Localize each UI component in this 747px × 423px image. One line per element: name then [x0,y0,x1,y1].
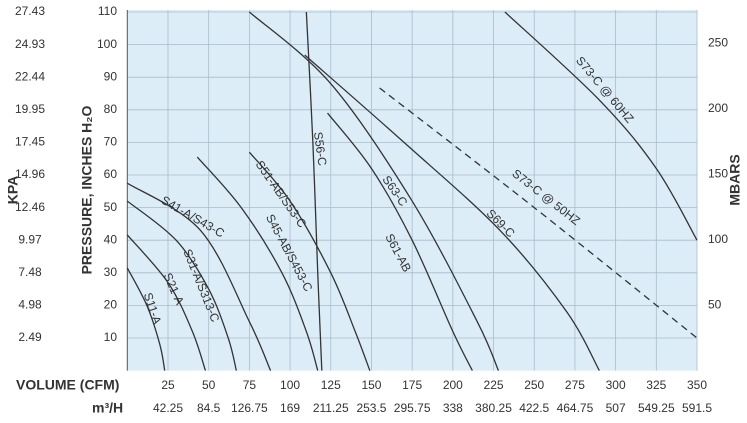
x2-tick-label: 84.5 [197,401,221,415]
x-tick-label: 175 [402,378,422,392]
x2-tick-label: 211.25 [313,401,349,415]
curve [248,11,500,371]
y3-tick-label: 27.43 [15,4,45,18]
y-tick-label: 40 [104,232,118,246]
x2-axis-title: m³/H [92,400,123,416]
x-tick-label: 350 [687,378,707,392]
x-tick-label: 225 [484,378,504,392]
x2-tick-label: 549.25 [638,401,675,415]
x2-tick-label: 380.25 [475,401,512,415]
x2-tick-label: 253.5 [356,401,386,415]
y-tick-label: 50 [104,200,118,214]
y3-tick-label: 14.96 [15,167,45,181]
x2-tick-label: 464.75 [557,401,594,415]
y-tick-label: 90 [104,69,118,83]
y3-tick-label: 7.48 [18,265,42,279]
x2-tick-label: 295.75 [394,401,431,415]
x2-tick-label: 42.25 [153,401,183,415]
y3-tick-label: 12.46 [15,200,45,214]
y3-tick-label: 2.49 [18,330,42,344]
x-tick-label: 275 [565,378,585,392]
curve-label: S56-C [311,131,330,167]
x-tick-label: 100 [280,378,300,392]
y2-axis-title: MBARS [727,154,743,205]
x2-tick-label: 169 [280,401,300,415]
y3-tick-label: 24.93 [15,37,45,51]
x-tick-label: 300 [606,378,626,392]
curve [126,234,207,371]
x-tick-label: 50 [202,378,216,392]
x2-tick-label: 126.75 [231,401,268,415]
y2-tick-label: 150 [708,166,728,180]
y-tick-label: 80 [104,102,118,116]
x-tick-label: 75 [243,378,257,392]
curve [196,156,319,371]
y3-axis-title: KPA [5,176,21,205]
curve [504,11,698,241]
y-tick-label: 110 [98,4,117,18]
curve [326,112,473,371]
x2-tick-label: 507 [606,401,626,415]
y3-tick-label: 4.98 [18,298,42,312]
x-tick-label: 250 [524,378,544,392]
x-tick-label: 125 [321,378,341,392]
curve [126,267,166,371]
curve [379,87,698,339]
x-tick-label: 25 [161,378,175,392]
y-tick-label: 20 [104,298,118,312]
curve [248,151,371,371]
curve [304,54,600,371]
y-tick-label: 60 [104,167,118,181]
y3-tick-label: 19.95 [15,102,45,116]
x2-tick-label: 422.5 [519,401,549,415]
y2-tick-label: 200 [708,101,728,115]
x2-tick-label: 338 [443,401,463,415]
curve [126,200,237,371]
curve [126,182,272,371]
y2-tick-label: 250 [708,36,728,50]
y-tick-label: 10 [104,330,118,344]
x-tick-label: 200 [443,378,463,392]
y3-tick-label: 9.97 [18,232,42,246]
x2-tick-label: 591.5 [682,401,712,415]
x-axis-title: VOLUME (CFM) [16,377,119,393]
y2-tick-label: 50 [708,297,722,311]
x-tick-label: 325 [646,378,666,392]
y3-tick-label: 22.44 [15,69,45,83]
y3-tick-label: 17.45 [15,135,45,149]
y-tick-label: 100 [97,37,117,51]
x-tick-label: 150 [361,378,381,392]
y2-tick-label: 100 [708,232,728,246]
y-axis-title: PRESSURE, INCHES H₂O [79,105,95,274]
curve [305,11,323,371]
y-tick-label: 30 [104,265,118,279]
y-tick-label: 70 [104,135,118,149]
